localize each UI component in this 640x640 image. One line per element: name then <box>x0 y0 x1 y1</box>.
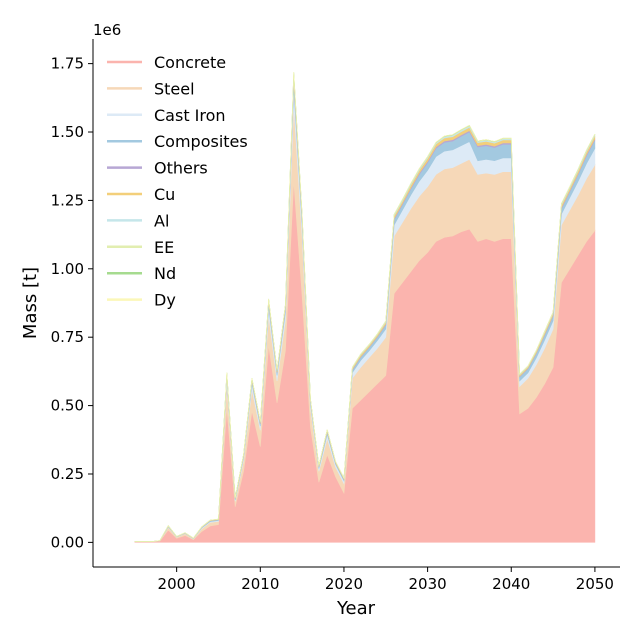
legend-label: Concrete <box>154 53 226 72</box>
x-tick-label: 2010 <box>241 575 279 593</box>
legend-label: Cast Iron <box>154 106 226 125</box>
legend-label: EE <box>154 238 174 257</box>
x-ticks: 2000 2010 2020 2030 2040 2050 <box>158 567 614 593</box>
legend-label: Dy <box>154 291 176 310</box>
x-tick-label: 2020 <box>325 575 363 593</box>
legend-label: Nd <box>154 264 176 283</box>
x-tick-label: 2030 <box>409 575 447 593</box>
y-tick-label: 1.00 <box>51 260 84 278</box>
y-offset-label: 1e6 <box>93 21 121 39</box>
x-axis-label: Year <box>336 598 376 619</box>
legend-label: Composites <box>154 132 248 151</box>
y-tick-label: 0.75 <box>51 328 84 346</box>
y-tick-label: 0.00 <box>51 533 84 551</box>
x-tick-label: 2050 <box>576 575 614 593</box>
y-tick-label: 0.50 <box>51 397 84 415</box>
legend-label: Steel <box>154 79 195 98</box>
y-ticks: 0.00 0.25 0.50 0.75 1.00 1.25 1.50 1.75 <box>51 55 93 551</box>
area-layer <box>134 72 596 543</box>
area-dy <box>134 72 596 542</box>
x-tick-label: 2040 <box>492 575 530 593</box>
y-tick-label: 0.25 <box>51 465 84 483</box>
y-tick-label: 1.25 <box>51 191 84 209</box>
y-tick-label: 1.75 <box>51 55 84 73</box>
legend-label: Cu <box>154 185 175 204</box>
legend-label: Al <box>154 211 169 230</box>
axes: 2000 2010 2020 2030 2040 2050 0.00 0.25 0.50 0.7… <box>51 39 620 593</box>
x-tick-label: 2000 <box>158 575 196 593</box>
y-tick-label: 1.50 <box>51 123 84 141</box>
legend: Concrete Steel Cast Iron Composites Others Cu… <box>107 53 248 310</box>
legend-label: Others <box>154 159 208 178</box>
y-axis-label: Mass [t] <box>20 267 41 339</box>
